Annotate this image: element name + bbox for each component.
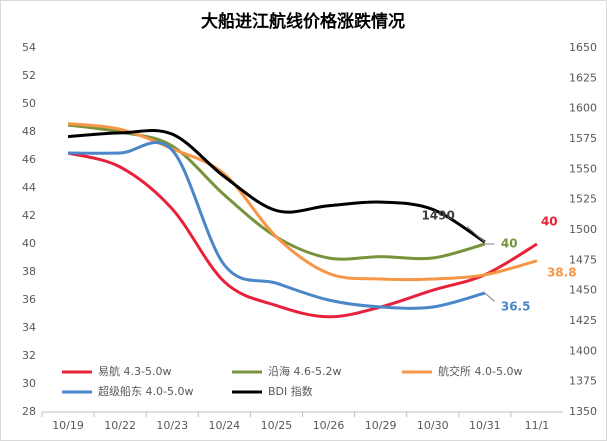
y-tick-label: 42 xyxy=(22,209,36,222)
value-label: 36.5 xyxy=(501,300,531,314)
y2-tick-label: 1550 xyxy=(569,162,597,175)
x-tick-label: 10/29 xyxy=(365,419,397,432)
y2-tick-label: 1350 xyxy=(569,405,597,418)
legend-label: BDI 指数 xyxy=(268,384,313,398)
x-tick-label: 10/23 xyxy=(156,419,188,432)
value-label: 40 xyxy=(501,237,518,251)
value-label: 38.8 xyxy=(547,265,577,279)
y-tick-label: 52 xyxy=(22,69,36,82)
x-tick-label: 10/25 xyxy=(261,419,293,432)
x-tick-label: 10/19 xyxy=(52,419,84,432)
y2-tick-label: 1400 xyxy=(569,344,597,357)
legend-label: 沿海 4.6-5.2w xyxy=(268,364,341,378)
y2-tick-label: 1425 xyxy=(569,314,597,327)
y2-tick-label: 1575 xyxy=(569,132,597,145)
y2-tick-label: 1600 xyxy=(569,102,597,115)
y-tick-label: 44 xyxy=(22,181,36,194)
leader-line xyxy=(466,226,486,243)
line-series xyxy=(67,151,538,319)
leader-line xyxy=(484,292,495,302)
y-tick-label: 48 xyxy=(22,125,36,138)
y2-tick-label: 1475 xyxy=(569,253,597,266)
y-tick-label: 28 xyxy=(22,405,36,418)
y2-tick-label: 1525 xyxy=(569,193,597,206)
value-label: 40 xyxy=(541,215,558,229)
legend-label: 航交所 4.0-5.0w xyxy=(438,364,522,378)
y-tick-label: 46 xyxy=(22,153,36,166)
x-tick-label: 10/26 xyxy=(313,419,345,432)
y-tick-label: 34 xyxy=(22,321,36,334)
legend-label: 易航 4.3-5.0w xyxy=(98,364,171,378)
x-tick-label: 10/24 xyxy=(208,419,240,432)
y-tick-label: 54 xyxy=(22,41,36,54)
y-tick-label: 36 xyxy=(22,293,36,306)
legend-label: 超级船东 4.0-5.0w xyxy=(98,384,193,398)
y-tick-label: 40 xyxy=(22,237,36,250)
y2-tick-label: 1625 xyxy=(569,71,597,84)
y2-tick-label: 1375 xyxy=(569,375,597,388)
x-tick-label: 10/22 xyxy=(104,419,136,432)
y-tick-label: 38 xyxy=(22,265,36,278)
y2-tick-label: 1650 xyxy=(569,41,597,54)
x-tick-label: 10/30 xyxy=(417,419,449,432)
y-tick-label: 32 xyxy=(22,349,36,362)
x-tick-label: 10/31 xyxy=(469,419,501,432)
line-series xyxy=(67,122,538,282)
line-series xyxy=(67,128,486,244)
chart-title: 大船进江航线价格涨跌情况 xyxy=(201,11,405,32)
value-label: 1490 xyxy=(421,209,454,223)
y-tick-label: 30 xyxy=(22,377,36,390)
y2-tick-label: 1500 xyxy=(569,223,597,236)
y2-tick-label: 1450 xyxy=(569,284,597,297)
x-tick-label: 11/1 xyxy=(525,419,550,432)
line-series xyxy=(68,141,486,310)
y-tick-label: 50 xyxy=(22,97,36,110)
